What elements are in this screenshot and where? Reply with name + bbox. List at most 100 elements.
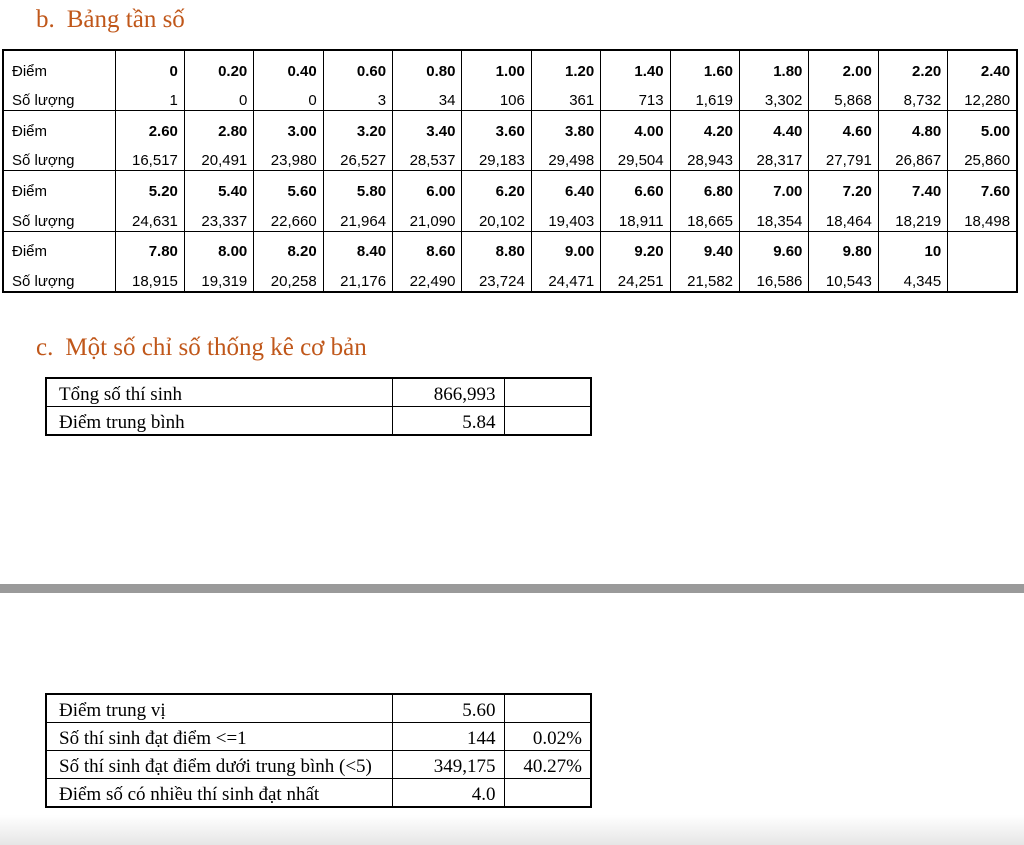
- stats-value: 5.84: [391, 406, 505, 436]
- count-cell: 27,791: [808, 140, 879, 172]
- score-row: Điểm 0 0.20 0.40 0.60 0.80 1.00 1.20 1.40 1.60 1.8…: [2, 49, 1018, 81]
- section-c-heading: c. Một số chỉ số thống kê cơ bản: [36, 334, 367, 362]
- count-cell: 18,915: [114, 261, 185, 293]
- score-row-label: Điểm: [2, 110, 116, 141]
- score-cell: 7.20: [808, 170, 879, 201]
- count-cell: 4,345: [877, 261, 949, 293]
- stats-label: Số thí sinh đạt điểm <=1: [45, 722, 393, 751]
- count-cell: 21,090: [392, 200, 463, 232]
- count-cell: 24,471: [530, 261, 602, 293]
- score-cell: 4.40: [739, 110, 810, 141]
- stats-row: Số thí sinh đạt điểm <=1 144 0.02%: [45, 722, 592, 751]
- count-cell: 12,280: [947, 80, 1018, 112]
- count-row: Số lượng 16,517 20,491 23,980 26,527 28,537 29…: [2, 140, 1018, 172]
- count-cell: 21,176: [322, 261, 394, 293]
- page-divider: [0, 584, 1024, 593]
- stats-label: Số thí sinh đạt điểm dưới trung bình (<5…: [45, 750, 393, 779]
- stats-value: 5.60: [391, 693, 505, 723]
- count-cell: 26,527: [322, 140, 394, 172]
- basic-stats-table: Tổng số thí sinh 866,993 Điểm trung bình 5.…: [45, 377, 592, 436]
- score-cell: 1.40: [600, 49, 671, 81]
- score-cell: 7.00: [739, 170, 810, 201]
- count-cell: 28,943: [669, 140, 741, 172]
- count-cell: 20,258: [253, 261, 324, 293]
- count-cell: 29,183: [461, 140, 532, 172]
- count-cell: 8,732: [877, 80, 949, 112]
- score-cell: 0.80: [392, 49, 463, 81]
- section-b-heading: b. Bảng tần số: [36, 6, 185, 34]
- count-cell: 29,498: [530, 140, 602, 172]
- score-cell: 2.80: [183, 110, 255, 141]
- count-cell: 24,631: [114, 200, 185, 232]
- score-cell: 6.80: [669, 170, 741, 201]
- score-cell: 7.40: [877, 170, 949, 201]
- count-cell: 19,319: [183, 261, 255, 293]
- score-cell: 5.60: [253, 170, 324, 201]
- score-cell: 7.80: [114, 230, 185, 262]
- score-cell: 3.60: [461, 110, 532, 141]
- stats-row: Tổng số thí sinh 866,993: [45, 377, 592, 407]
- count-cell: 1,619: [669, 80, 741, 112]
- section-c-number: c.: [36, 334, 54, 361]
- section-c-title: Một số chỉ số thống kê cơ bản: [65, 334, 367, 361]
- score-cell: 0.20: [183, 49, 255, 81]
- score-cell: 9.20: [600, 230, 671, 262]
- count-cell: 18,354: [739, 200, 810, 232]
- score-cell: 3.00: [253, 110, 324, 141]
- score-cell: 4.20: [669, 110, 741, 141]
- count-cell: 19,403: [530, 200, 602, 232]
- count-cell: 713: [600, 80, 671, 112]
- score-cell: 5.40: [183, 170, 255, 201]
- count-row-label: Số lượng: [2, 261, 116, 293]
- count-cell: 28,537: [392, 140, 463, 172]
- score-cell: 9.60: [739, 230, 810, 262]
- score-cell: 6.20: [461, 170, 532, 201]
- count-cell: 18,665: [669, 200, 741, 232]
- stats-value: 144: [391, 722, 505, 751]
- stats-label: Điểm trung bình: [45, 406, 393, 436]
- count-cell: 16,517: [114, 140, 185, 172]
- count-cell: [947, 261, 1018, 293]
- score-cell: 4.60: [808, 110, 879, 141]
- score-cell: 9.00: [530, 230, 602, 262]
- score-cell: 5.00: [947, 110, 1018, 141]
- score-cell: 0.40: [253, 49, 324, 81]
- stats-row: Điểm trung bình 5.84: [45, 406, 592, 436]
- stats-extra: [503, 406, 592, 436]
- count-cell: 23,337: [183, 200, 255, 232]
- count-cell: 22,660: [253, 200, 324, 232]
- score-row-label: Điểm: [2, 230, 116, 262]
- count-cell: 18,498: [947, 200, 1018, 232]
- count-row-label: Số lượng: [2, 140, 116, 172]
- count-cell: 3,302: [739, 80, 810, 112]
- score-row-label: Điểm: [2, 49, 116, 81]
- score-cell: 4.80: [877, 110, 949, 141]
- count-cell: 18,911: [600, 200, 671, 232]
- count-cell: 28,317: [739, 140, 810, 172]
- score-cell: 2.40: [947, 49, 1018, 81]
- stats-extra: 40.27%: [503, 750, 592, 779]
- score-cell: 8.40: [322, 230, 394, 262]
- stats-extra: [503, 693, 592, 723]
- stats-extra: [503, 377, 592, 407]
- score-cell: 6.00: [392, 170, 463, 201]
- score-cell: 7.60: [947, 170, 1018, 201]
- score-cell: 8.20: [253, 230, 324, 262]
- stats-row: Số thí sinh đạt điểm dưới trung bình (<5…: [45, 750, 592, 779]
- stats-value: 4.0: [391, 778, 505, 808]
- score-cell: [947, 230, 1018, 262]
- bottom-shade: [0, 815, 1024, 845]
- count-cell: 361: [530, 80, 602, 112]
- score-cell: 4.00: [600, 110, 671, 141]
- count-cell: 34: [392, 80, 463, 112]
- count-cell: 22,490: [392, 261, 463, 293]
- score-cell: 5.80: [322, 170, 394, 201]
- stats-extra: 0.02%: [503, 722, 592, 751]
- stats-label: Tổng số thí sinh: [45, 377, 393, 407]
- stats-extra: [503, 778, 592, 808]
- score-cell: 9.80: [808, 230, 879, 262]
- score-row: Điểm 7.80 8.00 8.20 8.40 8.60 8.80 9.00 9.20 9.40…: [2, 230, 1018, 262]
- frequency-table: Điểm 0 0.20 0.40 0.60 0.80 1.00 1.20 1.40 1.60 1.8…: [2, 49, 1019, 293]
- count-cell: 3: [322, 80, 394, 112]
- count-cell: 24,251: [600, 261, 671, 293]
